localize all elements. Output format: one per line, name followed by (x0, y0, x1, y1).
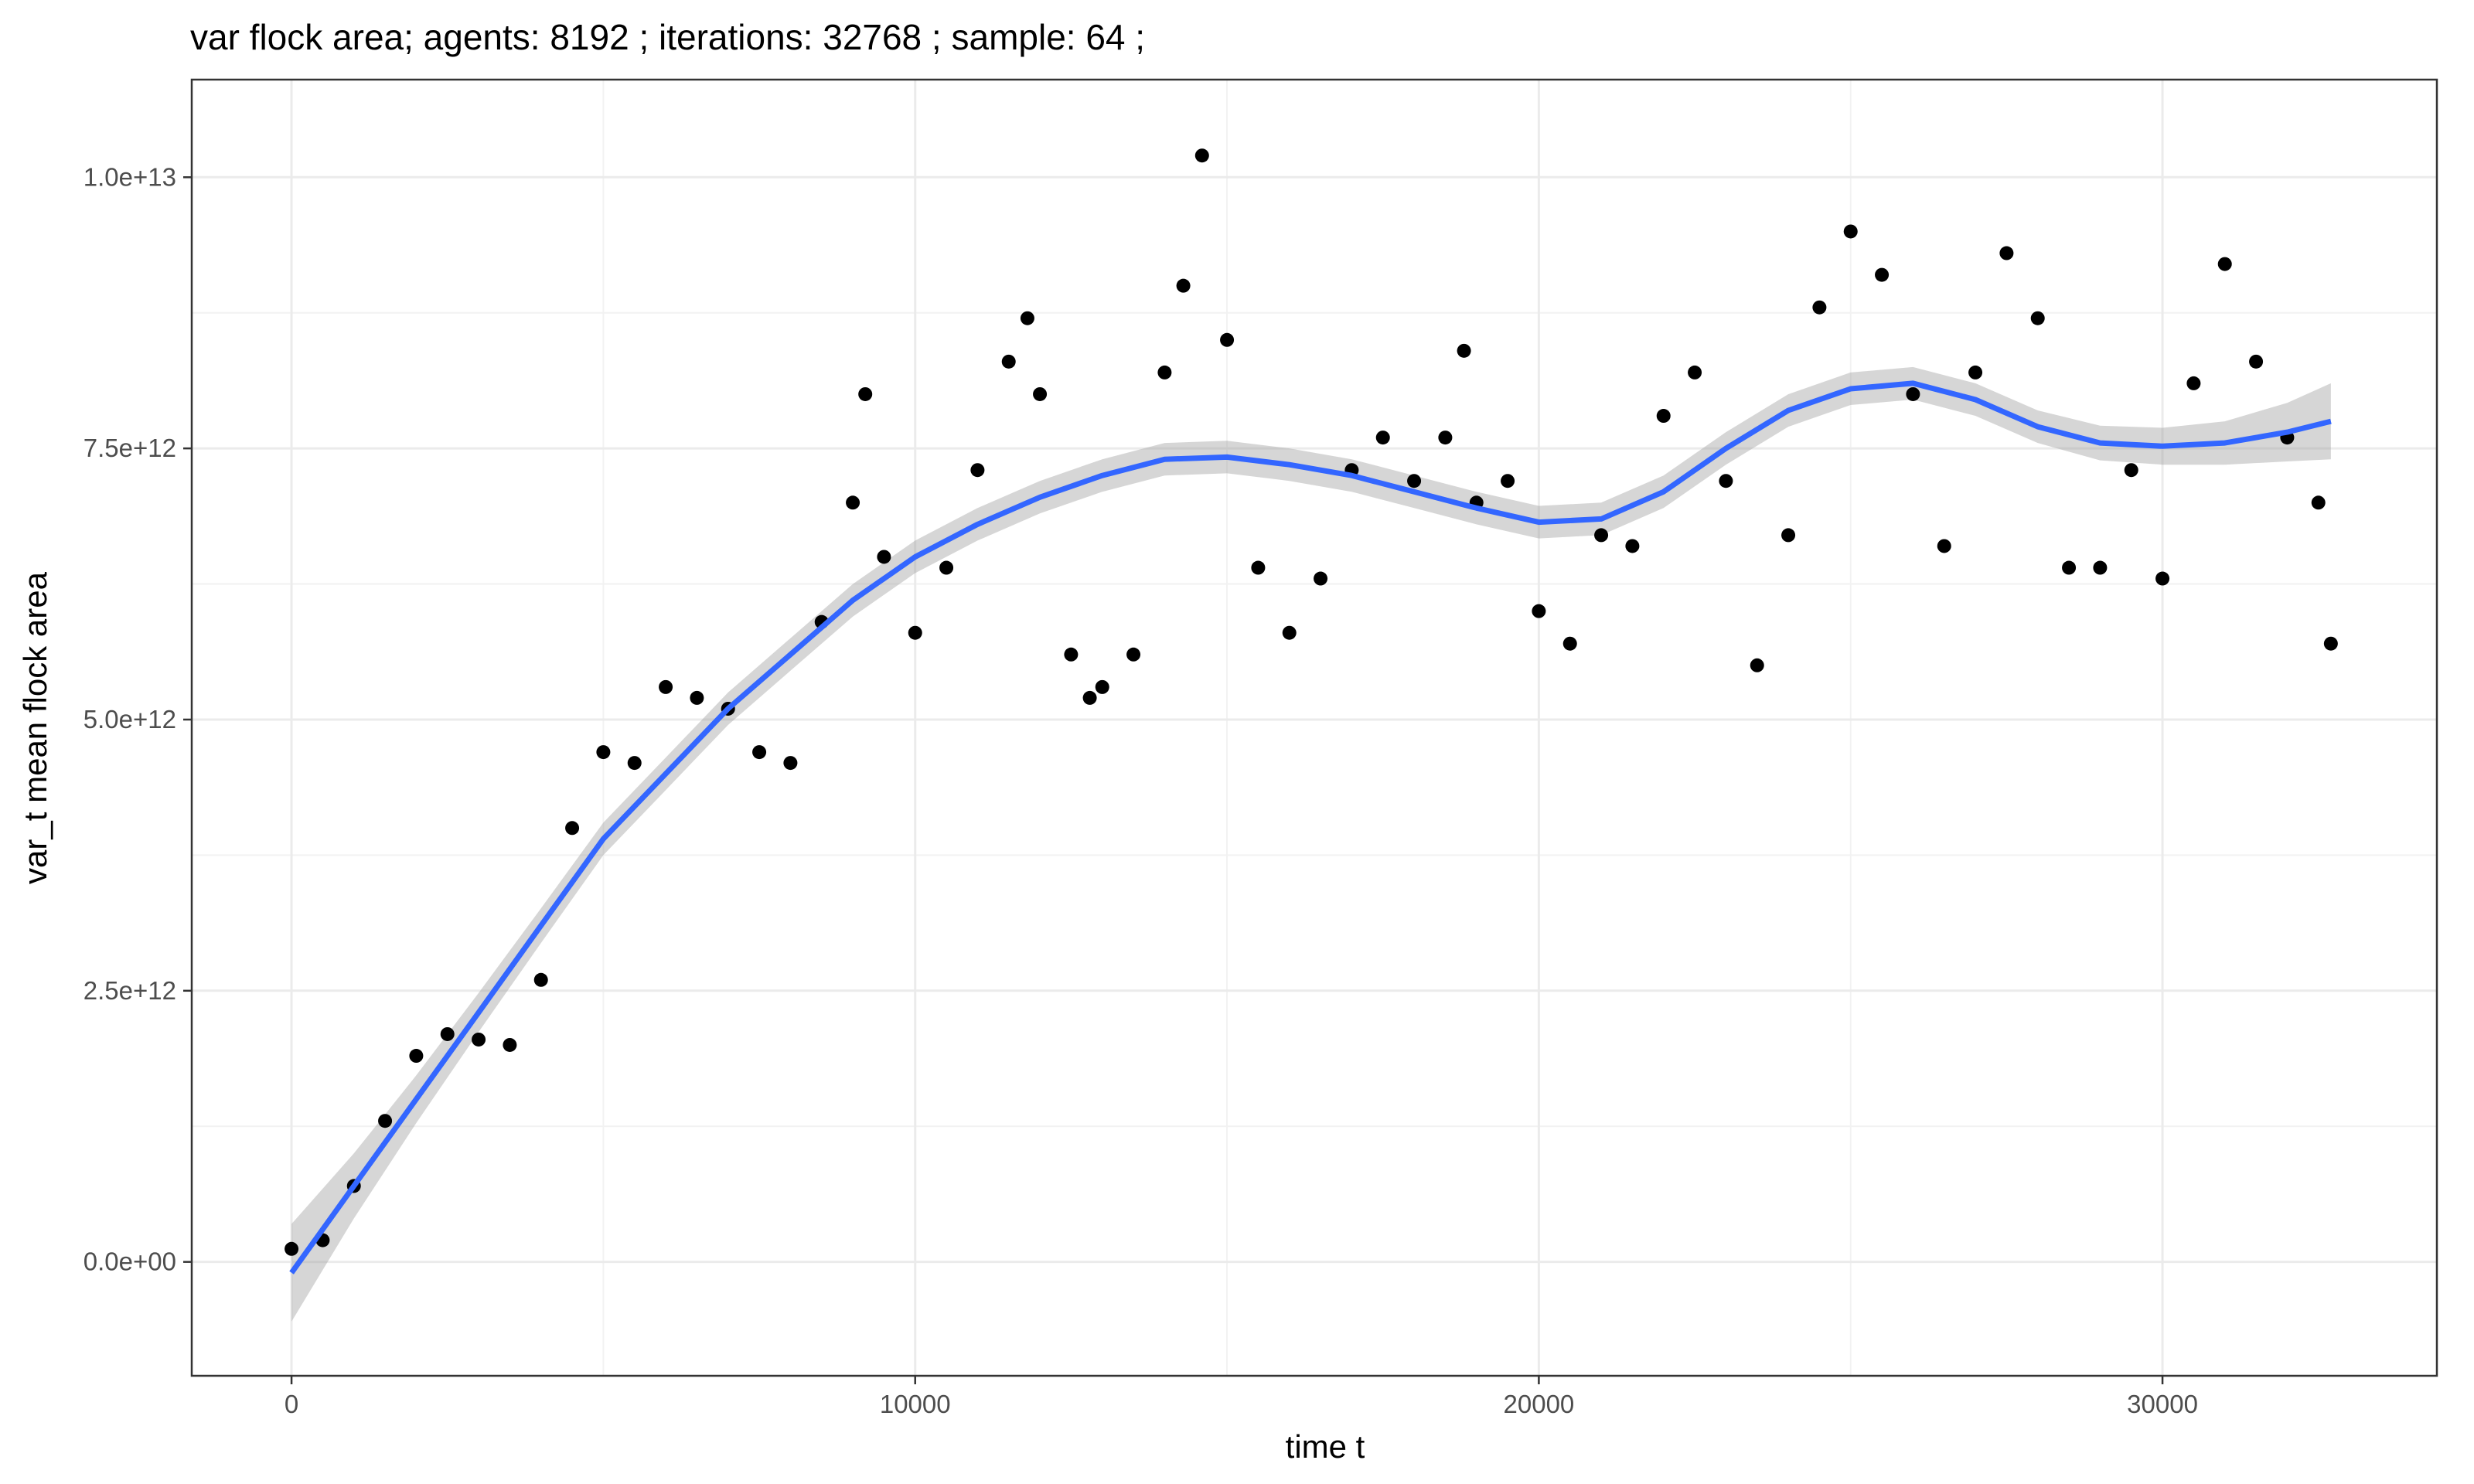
data-point (846, 495, 860, 510)
data-point (2093, 560, 2108, 575)
data-point (1781, 528, 1796, 543)
data-point (1082, 690, 1097, 705)
x-axis-ticks: 0 10000 20000 30000 (285, 1376, 2198, 1418)
data-point (877, 550, 891, 564)
data-points (285, 148, 2338, 1256)
data-point (1375, 431, 1390, 445)
data-point (1594, 528, 1609, 543)
data-point (1656, 409, 1671, 424)
data-point (1999, 246, 2014, 260)
data-point (1906, 386, 1920, 401)
data-point (1157, 365, 1172, 380)
y-axis-ticks: 0.0e+00 2.5e+12 5.0e+12 7.5e+12 1.0e+13 (83, 162, 192, 1276)
data-point (1750, 658, 1764, 672)
y-tick-label: 0.0e+00 (83, 1247, 176, 1276)
data-point (752, 745, 767, 760)
y-tick-label: 5.0e+12 (83, 705, 176, 733)
data-point (1875, 267, 1890, 282)
y-tick-label: 7.5e+12 (83, 434, 176, 462)
data-point (472, 1032, 486, 1047)
y-axis-title: var_t mean flock area (17, 571, 53, 884)
data-point (596, 745, 611, 760)
data-point (378, 1114, 393, 1128)
data-point (503, 1037, 517, 1052)
data-point (2186, 376, 2201, 390)
data-point (970, 463, 985, 478)
data-point (858, 386, 873, 401)
data-point (1457, 343, 1471, 358)
data-point (1843, 224, 1858, 239)
smooth-trend-line (289, 380, 2332, 1275)
data-point (1033, 386, 1048, 401)
data-point (690, 690, 704, 705)
data-point (1625, 539, 1640, 553)
data-point (1532, 604, 1546, 618)
data-point (285, 1241, 299, 1256)
data-point (1719, 474, 1733, 488)
y-tick-label: 1.0e+13 (83, 162, 176, 191)
data-point (1194, 148, 1209, 163)
chart-title: var flock area; agents: 8192 ; iteration… (190, 17, 1145, 57)
grid-major (192, 80, 2437, 1376)
y-tick-label: 2.5e+12 (83, 976, 176, 1005)
data-point (1220, 332, 1235, 347)
data-point (1095, 679, 1109, 694)
panel-border (190, 78, 2438, 1377)
data-point (2249, 354, 2264, 369)
data-point (2155, 571, 2170, 586)
x-axis-title: time t (1286, 1428, 1365, 1465)
data-point (1438, 431, 1453, 445)
data-point (409, 1049, 424, 1064)
x-tick-label: 20000 (1504, 1390, 1575, 1418)
data-point (1407, 474, 1422, 488)
data-point (565, 821, 580, 836)
data-point (1812, 300, 1827, 315)
data-point (783, 756, 798, 771)
data-point (533, 972, 548, 987)
data-point (2124, 463, 2138, 478)
x-tick-label: 0 (285, 1390, 298, 1418)
data-point (2323, 636, 2338, 651)
data-point (1562, 636, 1577, 651)
data-point (1001, 354, 1016, 369)
data-point (939, 560, 954, 575)
data-point (2311, 495, 2326, 510)
data-point (1064, 647, 1079, 662)
data-point (2217, 257, 2232, 271)
data-point (1020, 311, 1034, 325)
data-point (1176, 278, 1191, 293)
data-point (1968, 365, 1983, 380)
data-point (1937, 539, 1951, 553)
data-point (1251, 560, 1266, 575)
grid-minor (192, 80, 2437, 1376)
data-point (1688, 365, 1702, 380)
data-point (908, 625, 922, 640)
data-point (1501, 474, 1515, 488)
data-point (1282, 625, 1297, 640)
data-point (1314, 571, 1328, 586)
data-point (1126, 647, 1141, 662)
data-point (2062, 560, 2077, 575)
data-point (440, 1026, 455, 1041)
data-point (627, 756, 642, 771)
x-tick-label: 30000 (2127, 1390, 2198, 1418)
data-point (2030, 311, 2045, 325)
x-tick-label: 10000 (880, 1390, 951, 1418)
data-point (659, 679, 673, 694)
